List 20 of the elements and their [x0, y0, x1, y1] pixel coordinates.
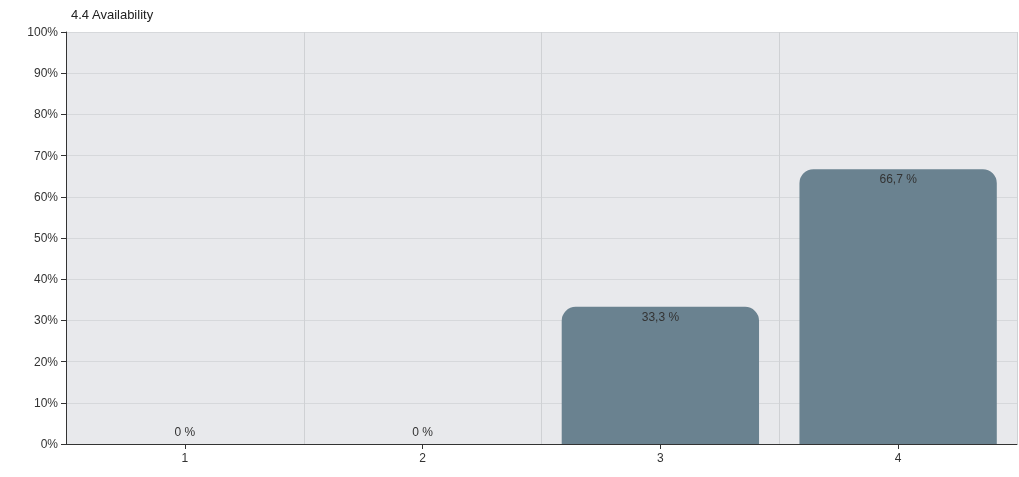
y-tick-label: 10% — [33, 395, 59, 410]
y-tick-label: 30% — [33, 313, 59, 328]
data-label: 0 % — [412, 425, 434, 439]
x-tick-label: 3 — [657, 451, 665, 465]
y-tick-label: 20% — [33, 354, 59, 369]
x-tick-label: 4 — [894, 451, 902, 465]
data-label: 33,3 % — [641, 309, 680, 324]
y-tick-label: 40% — [33, 272, 59, 287]
y-tick-label: 70% — [33, 148, 59, 163]
data-label: 66,7 % — [879, 172, 918, 187]
chart-title: 4.4 Availability — [71, 7, 154, 22]
y-tick-label: 60% — [33, 189, 59, 204]
y-tick-label: 50% — [33, 231, 59, 245]
y-tick-label: 0% — [40, 437, 59, 451]
data-label: 0 % — [174, 425, 196, 439]
x-tick-label: 2 — [419, 451, 427, 465]
y-tick-label: 100% — [27, 25, 59, 39]
x-tick-label: 1 — [181, 451, 189, 465]
y-tick-label: 90% — [33, 66, 59, 81]
y-tick-label: 80% — [33, 107, 59, 122]
